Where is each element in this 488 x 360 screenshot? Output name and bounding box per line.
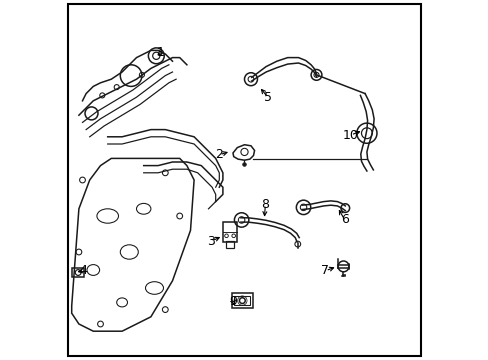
Bar — [234, 296, 250, 305]
Text: 4: 4 — [79, 264, 87, 277]
Text: 5: 5 — [264, 91, 271, 104]
Bar — [72, 268, 84, 277]
Text: 8: 8 — [261, 198, 269, 211]
Text: 1: 1 — [157, 46, 164, 59]
Circle shape — [242, 163, 246, 166]
Text: 6: 6 — [340, 213, 348, 226]
Text: 3: 3 — [207, 235, 215, 248]
Bar — [225, 241, 234, 248]
Text: 2: 2 — [215, 148, 223, 161]
Bar — [223, 222, 237, 242]
Text: 9: 9 — [228, 295, 236, 308]
Bar — [231, 293, 252, 308]
Text: 10: 10 — [342, 129, 358, 141]
Text: 7: 7 — [321, 264, 329, 277]
